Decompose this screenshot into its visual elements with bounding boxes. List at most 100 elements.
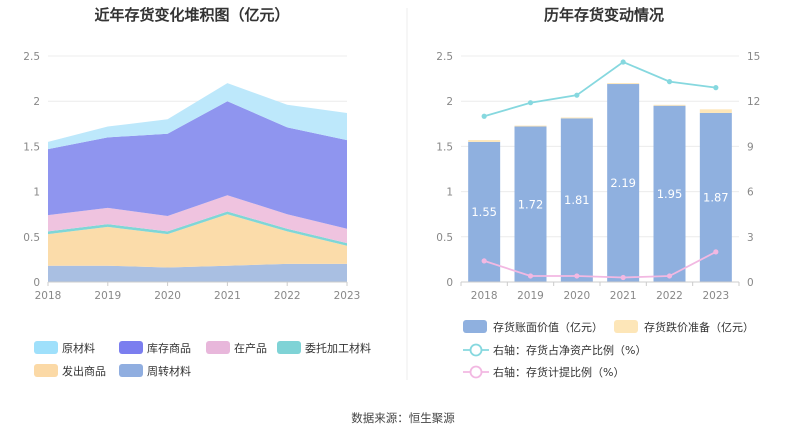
bar-impairment-provision [560,117,593,119]
left-y-tick-label: 1 [33,187,40,199]
legend-marker [469,365,483,379]
left-y-tick-label: 0 [33,277,40,289]
source-note: 数据来源：恒生聚源 [351,411,455,425]
right-y2-tick-label: 0 [747,277,754,289]
legend-label: 存货账面价值（亿元） [493,320,603,334]
right-y2-tick-label: 9 [747,141,754,153]
right-y-tick-label: 0.5 [436,232,453,244]
legend-swatch [614,320,638,333]
left-y-tick-label: 2 [33,96,40,108]
right-grid [461,55,739,283]
line-point [527,273,534,279]
left-chart-title: 近年存货变化堆积图（亿元） [94,6,289,24]
bar-value-label: 1.72 [518,197,544,211]
line-point [527,100,534,106]
bar-line-chart: 历年存货变动情况 1.55 1.72 1.81 2.19 1.95 1.87 0 0.5 1 1… [436,6,760,379]
line-point [574,92,580,98]
legend-label: 委托加工材料 [305,341,371,355]
legend-item-右轴：存货占净资产比例（%）: 右轴：存货占净资产比例（%） [463,343,646,357]
line-point [481,113,487,119]
legend-label: 周转材料 [147,364,191,378]
area-series-库存商品 [48,101,347,229]
legend-item-在产品: 在产品 [206,341,267,355]
legend-swatch [119,364,143,377]
bar-impairment-provision [468,140,501,142]
line-point [713,85,719,91]
right-x-tick-label: 2021 [610,290,637,302]
right-y2-tick-label: 12 [747,96,760,108]
legend-label: 在产品 [234,341,267,355]
left-x-tick-label: 2022 [274,290,301,302]
legend-label: 右轴：存货计提比例（%） [493,365,624,379]
right-y2-tick-label: 15 [747,51,760,63]
legend-label: 发出商品 [62,364,106,378]
bar-inventory-value [514,126,547,283]
area-series-在产品 [48,195,347,244]
legend-item-周转材料: 周转材料 [119,364,191,378]
bar-value-label: 1.87 [703,190,729,204]
line-series-provision-ratio [483,251,717,279]
right-y-tick-label: 2.5 [436,51,453,63]
line-series-inventory-to-net-assets [483,60,716,118]
bar-value-label: 2.19 [610,176,636,190]
right-line-series [481,59,719,281]
legend-label: 原材料 [62,341,95,355]
right-legend: 存货账面价值（亿元） 存货跌价准备（亿元） 右轴：存货占净资产比例（%） 右轴：存货计… [463,320,754,379]
bar-value-label: 1.95 [657,187,683,201]
legend-swatch [463,320,487,333]
legend-item-存货跌价准备（亿元）: 存货跌价准备（亿元） [614,320,754,334]
bar-value-label: 1.55 [471,205,497,219]
line-point [620,59,626,65]
bar-inventory-value [653,105,686,282]
left-x-tick-label: 2021 [214,290,241,302]
legend-item-存货账面价值（亿元）: 存货账面价值（亿元） [463,320,603,334]
left-y-tick-label: 2.5 [23,51,40,63]
right-x-tick-label: 2020 [563,290,590,302]
legend-item-右轴：存货计提比例（%）: 右轴：存货计提比例（%） [463,365,624,379]
bar-impairment-provision [699,109,732,113]
legend-item-库存商品: 库存商品 [119,341,191,355]
left-x-tick-label: 2020 [154,290,181,302]
left-x-tick-label: 2023 [334,290,361,302]
legend-swatch [206,341,230,354]
area-series-发出商品 [48,214,347,268]
legend-item-委托加工材料: 委托加工材料 [277,341,371,355]
legend-label: 右轴：存货占净资产比例（%） [493,343,646,357]
right-x-tick-label: 2022 [656,290,683,302]
right-x-tick-label: 2023 [702,290,729,302]
legend-item-原材料: 原材料 [34,341,95,355]
legend-swatch [34,341,58,354]
left-area-series [48,83,347,282]
line-point [620,274,626,281]
line-point [713,249,719,255]
legend-swatch [119,341,143,354]
bar-value-label: 1.81 [564,193,590,207]
right-y-tick-label: 1.5 [436,141,453,153]
legend-swatch [34,364,58,377]
right-axis: 0 0.5 1 1.5 2 2.5 0 3 6 9 12 15 2018 2019 2020 2021 2022… [436,51,760,302]
bar-inventory-value [560,118,593,282]
line-point [666,79,673,85]
right-y-tick-label: 2 [446,96,453,108]
line-point [481,258,487,264]
area-series-原材料 [48,83,347,150]
bar-impairment-provision [607,83,640,85]
right-y2-tick-label: 6 [747,187,754,199]
right-x-tick-label: 2019 [517,290,544,302]
right-y-tick-label: 1 [446,187,453,199]
area-series-周转材料 [48,263,347,282]
line-point [666,273,673,279]
legend-label: 库存商品 [147,341,191,355]
right-y2-tick-label: 3 [747,232,754,244]
bar-impairment-provision [653,104,686,106]
right-y-tick-label: 0 [446,277,453,289]
left-y-tick-label: 1.5 [23,141,40,153]
right-x-tick-label: 2018 [471,290,498,302]
line-point [574,273,580,279]
legend-swatch [277,341,301,354]
legend-label: 存货跌价准备（亿元） [644,320,754,334]
left-y-tick-label: 0.5 [23,232,40,244]
stacked-area-chart: 近年存货变化堆积图（亿元） 0 0.5 1 1.5 2 2.5 2018 2019 2020 20… [23,6,371,378]
